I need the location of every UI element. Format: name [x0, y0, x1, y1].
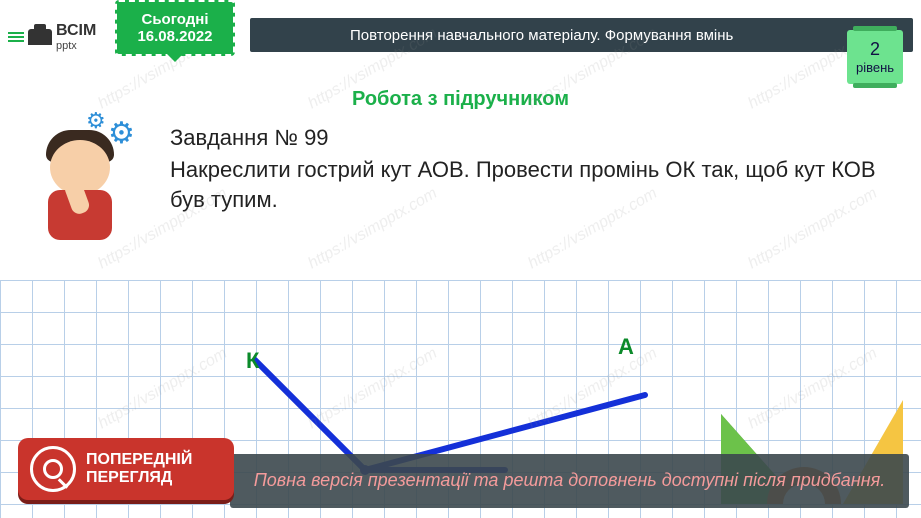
bottom-banner: Повна версія презентації та решта доповн… [230, 454, 909, 508]
preview-line2: ПЕРЕГЛЯД [86, 469, 192, 487]
preview-button[interactable]: ПОПЕРЕДНІЙ ПЕРЕГЛЯД [18, 438, 234, 500]
logo-text-wrap: ВСІМ pptx [56, 22, 96, 52]
banner-text: Повна версія презентації та решта доповн… [254, 470, 886, 492]
logo-text-top: ВСІМ [56, 22, 96, 40]
label-k: К [246, 348, 259, 374]
title-text: Повторення навчального матеріалу. Формув… [350, 27, 733, 44]
logo: ВСІМ pptx [8, 22, 96, 52]
today-label: Сьогодні [142, 11, 209, 28]
task-body: Накреслити гострий кут АОВ. Провести про… [170, 155, 881, 214]
preview-label: ПОПЕРЕДНІЙ ПЕРЕГЛЯД [86, 451, 192, 486]
preview-line1: ПОПЕРЕДНІЙ [86, 451, 192, 469]
date-tag: Сьогодні 16.08.2022 [115, 0, 235, 56]
task-title: Завдання № 99 [170, 125, 881, 151]
logo-text-bottom: pptx [56, 40, 96, 52]
date-value: 16.08.2022 [137, 28, 212, 45]
level-tag: 2 рівень [847, 30, 903, 84]
label-a: А [618, 334, 634, 360]
level-number: 2 [870, 39, 880, 60]
header: ВСІМ pptx Сьогодні 16.08.2022 Повторення… [0, 0, 921, 70]
task-content: Завдання № 99 Накреслити гострий кут АОВ… [0, 125, 921, 214]
magnifier-icon [30, 446, 76, 492]
level-word: рівень [856, 60, 894, 75]
subtitle: Робота з підручником [0, 88, 921, 111]
title-bar: Повторення навчального матеріалу. Формув… [250, 18, 913, 52]
logo-lines [8, 32, 24, 42]
logo-cap-icon [28, 29, 52, 45]
